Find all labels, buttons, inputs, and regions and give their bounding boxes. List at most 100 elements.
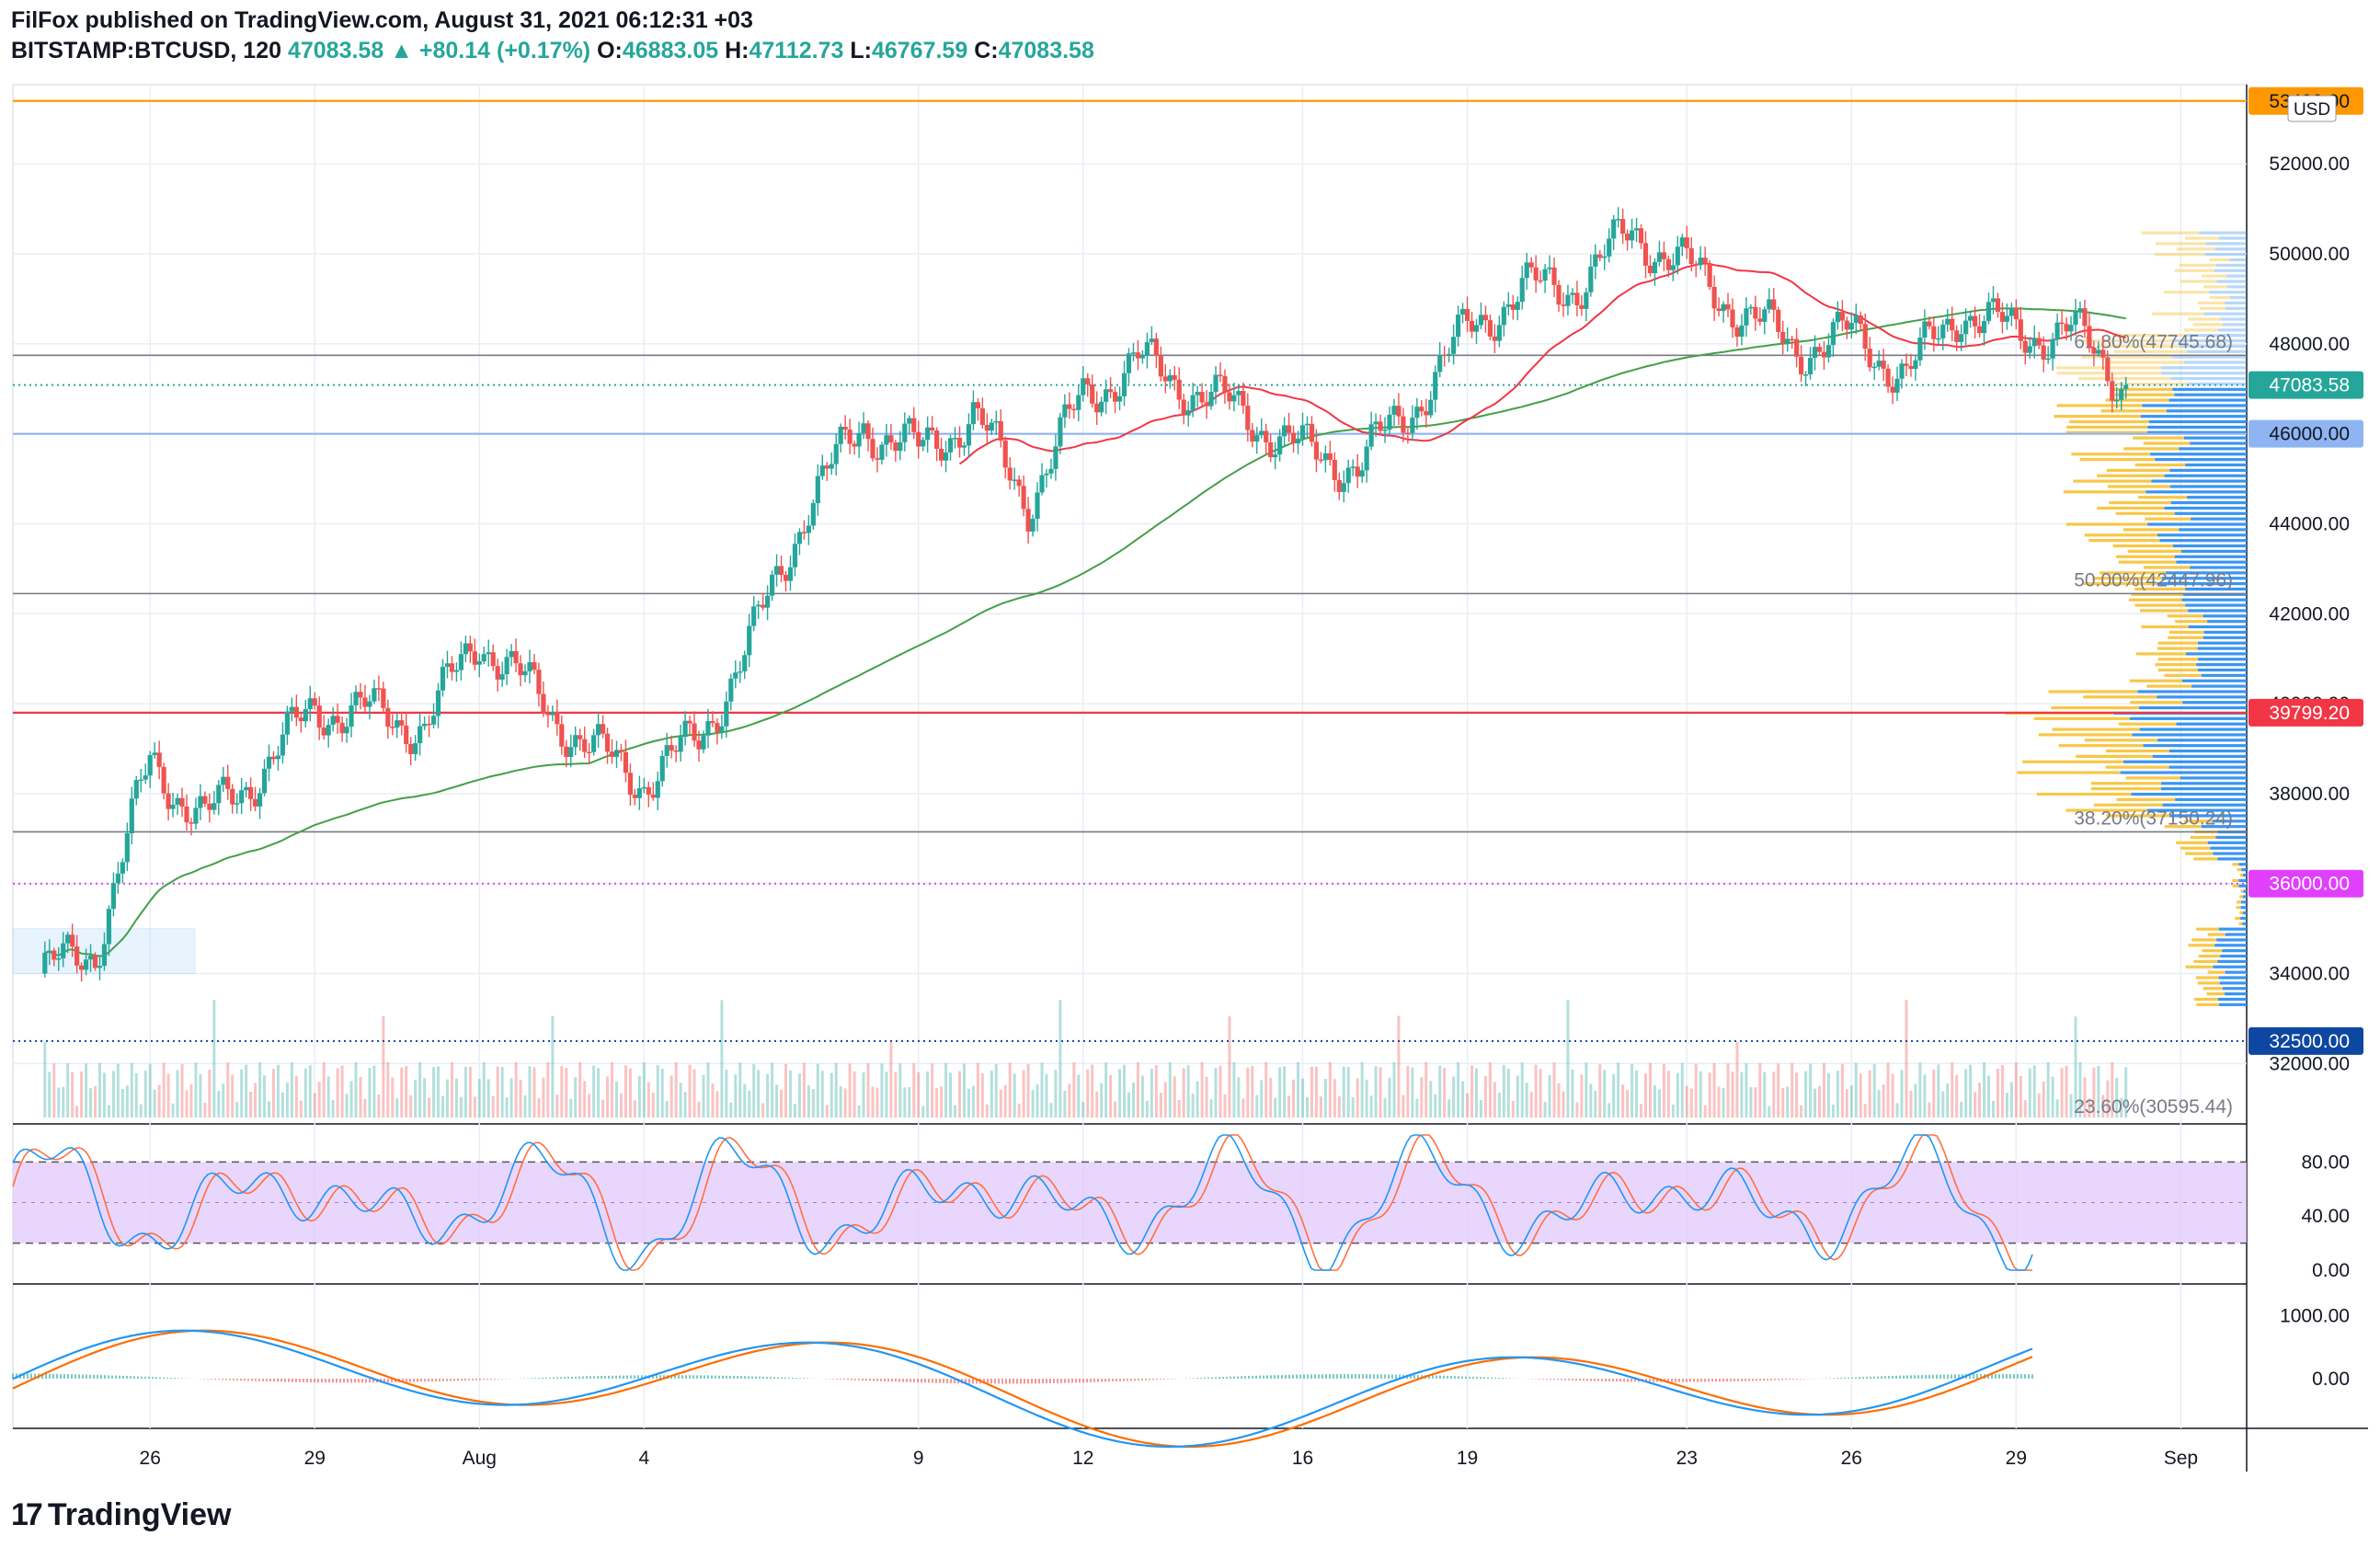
- volume-bar: [775, 1084, 779, 1117]
- candle-body: [408, 743, 414, 754]
- macd-histogram-bar: [788, 1377, 790, 1379]
- candle-body: [2064, 324, 2069, 332]
- macd-histogram-bar: [674, 1375, 676, 1379]
- volume-bar: [459, 1096, 463, 1117]
- volume-profile-bar: [2146, 430, 2247, 434]
- macd-histogram-bar: [1505, 1378, 1507, 1379]
- volume-profile-bar: [2152, 754, 2247, 758]
- candle-body: [2077, 308, 2083, 312]
- macd-histogram-bar: [133, 1376, 135, 1379]
- macd-histogram-bar: [777, 1377, 779, 1379]
- candle-body: [51, 950, 57, 960]
- volume-bar: [1177, 1099, 1181, 1117]
- candle-body: [513, 650, 519, 664]
- volume-bar: [2092, 1067, 2096, 1117]
- volume-profile-bar: [2210, 846, 2247, 850]
- volume-profile-bar: [2076, 754, 2153, 758]
- candle-body: [175, 797, 180, 805]
- volume-profile-bar: [2226, 285, 2247, 289]
- volume-profile-bar: [2145, 490, 2247, 494]
- macd-histogram-bar: [1130, 1379, 1132, 1381]
- macd-histogram-bar: [707, 1375, 709, 1379]
- symbol-name[interactable]: BITSTAMP:BTCUSD, 120: [11, 38, 282, 63]
- candle-body: [975, 402, 980, 408]
- candle-body: [156, 752, 162, 767]
- macd-histogram-bar: [1763, 1379, 1765, 1381]
- macd-histogram-bar: [972, 1379, 974, 1384]
- candle-body: [207, 803, 212, 810]
- candle-body: [865, 423, 871, 440]
- volume-profile-bar: [2199, 231, 2247, 235]
- candle-body: [1419, 407, 1425, 412]
- volume-bar: [52, 1063, 56, 1117]
- volume-bar: [1987, 1075, 1991, 1117]
- macd-histogram-bar: [358, 1379, 360, 1383]
- candle-body: [1487, 320, 1493, 337]
- candle-body: [783, 575, 789, 581]
- candle-body: [330, 716, 336, 726]
- macd-histogram-bar: [1973, 1374, 1974, 1379]
- volume-bar: [235, 1102, 239, 1117]
- macd-histogram-bar: [1925, 1374, 1927, 1379]
- volume-bar: [473, 1096, 476, 1117]
- candle-body: [120, 862, 125, 874]
- macd-histogram-bar: [601, 1376, 602, 1379]
- volume-bar: [706, 1062, 710, 1117]
- macd-histogram-bar: [1597, 1379, 1599, 1381]
- macd-histogram-bar: [910, 1379, 911, 1382]
- macd-histogram-bar: [880, 1379, 882, 1381]
- candle-body: [1505, 304, 1511, 307]
- volume-bar: [1772, 1071, 1776, 1117]
- volume-bar: [862, 1072, 865, 1117]
- candle-body: [724, 701, 729, 727]
- macd-histogram-bar: [325, 1379, 326, 1383]
- macd-histogram-bar: [902, 1379, 904, 1382]
- volume-profile-bar: [2058, 744, 2144, 748]
- volume-bar: [780, 1089, 784, 1117]
- volume-profile-bar: [2232, 878, 2239, 882]
- volume-bar: [1648, 1062, 1652, 1117]
- volume-profile-bar: [2140, 415, 2247, 418]
- volume-bar: [57, 1087, 61, 1117]
- volume-profile-bar: [2201, 673, 2247, 677]
- volume-bar: [1438, 1065, 1442, 1117]
- macd-histogram-bar: [1693, 1379, 1695, 1382]
- macd-histogram-bar: [1623, 1379, 1625, 1382]
- macd-histogram-bar: [450, 1379, 452, 1381]
- volume-profile-bar: [2078, 377, 2171, 381]
- macd-histogram-bar: [1998, 1373, 2000, 1379]
- candle-body: [1607, 238, 1612, 257]
- macd-histogram-bar: [365, 1379, 367, 1383]
- candle-body: [97, 966, 103, 968]
- candle-body: [244, 786, 249, 791]
- volume-bar: [1631, 1063, 1634, 1117]
- volume-bar: [1163, 1082, 1167, 1117]
- volume-profile-bar: [2188, 944, 2215, 947]
- volume-profile-bar: [2112, 544, 2174, 548]
- volume-profile-bar: [2168, 398, 2247, 402]
- volume-profile-bar: [2161, 782, 2247, 785]
- macd-histogram-bar: [1866, 1376, 1868, 1379]
- macd-histogram-bar: [1608, 1379, 1610, 1381]
- volume-profile-bar: [2202, 949, 2223, 953]
- candle-body: [1035, 492, 1040, 520]
- volume-bar: [1543, 1101, 1547, 1117]
- candle-body: [1936, 338, 1941, 340]
- ohlc-low-value: 46767.59: [871, 38, 968, 63]
- candle-body: [1528, 262, 1534, 268]
- macd-histogram-bar: [1836, 1378, 1838, 1379]
- macd-histogram-bar: [1347, 1374, 1349, 1379]
- volume-profile-bar: [2132, 733, 2247, 737]
- chart-canvas[interactable]: 26 29 Aug 4 9 12 16 19 23 26 29 Sep32000.0034000.00…: [0, 0, 2380, 1490]
- candle-body: [2096, 350, 2101, 354]
- volume-profile-bar: [2137, 496, 2188, 499]
- price-tick-label: 50000.00: [2269, 244, 2350, 265]
- candle-body: [1802, 374, 1809, 376]
- volume-bar: [1708, 1072, 1711, 1117]
- tradingview-logo[interactable]: 17 TradingView: [11, 1497, 231, 1533]
- candle-body: [1076, 395, 1081, 410]
- candle-body: [106, 909, 112, 945]
- volume-bar: [1566, 1000, 1570, 1117]
- candle-body: [261, 768, 268, 794]
- candle-body: [747, 625, 752, 656]
